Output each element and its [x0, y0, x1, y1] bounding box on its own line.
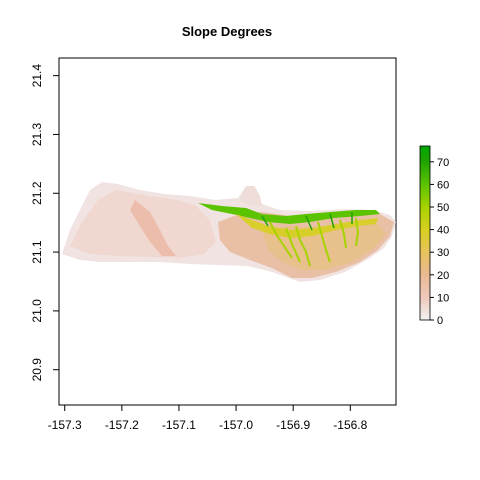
colorbar-tick-label: 30	[437, 247, 449, 259]
chart-title: Slope Degrees	[182, 24, 272, 39]
north-cliff-yellow	[236, 214, 378, 238]
colorbar-tick-label: 50	[437, 202, 449, 214]
x-tick-label: -157.2	[105, 418, 139, 432]
x-tick-label: -157.0	[219, 418, 253, 432]
y-tick-label: 21.4	[30, 64, 44, 88]
y-tick-label: 20.9	[30, 358, 44, 382]
colorbar-tick-label: 40	[437, 225, 449, 237]
west-ridge	[130, 200, 176, 256]
x-tick-label: -157.3	[48, 418, 82, 432]
colorbar	[419, 145, 431, 321]
north-cliff-band	[198, 203, 380, 224]
y-tick-label: 21.2	[30, 181, 44, 205]
x-axis: -157.3 -157.2 -157.1 -157.0 -156.9 -156.8	[48, 405, 368, 432]
colorbar-tick-label: 60	[437, 179, 449, 191]
gulch-lines-green	[261, 212, 353, 231]
north-peninsula	[240, 186, 262, 206]
colorbar-tick-label: 70	[437, 157, 449, 169]
colorbar-tick-label: 10	[437, 292, 449, 304]
colorbar-tick-label: 20	[437, 270, 449, 282]
x-tick-label: -156.8	[333, 418, 367, 432]
y-tick-label: 21.3	[30, 122, 44, 146]
gulch-lines	[269, 217, 360, 267]
y-axis: 20.9 21.0 21.1 21.2 21.3 21.4	[30, 64, 59, 382]
y-tick-label: 21.1	[30, 240, 44, 264]
x-tick-label: -157.1	[162, 418, 196, 432]
colorbar-legend: 0 10 20 30 40 50 60 70	[419, 145, 449, 327]
plot-frame	[58, 57, 397, 406]
colorbar-ticks: 0 10 20 30 40 50 60 70	[430, 157, 449, 327]
x-tick-label: -156.9	[276, 418, 310, 432]
island-map	[62, 182, 396, 282]
colorbar-tick-label: 0	[437, 315, 443, 327]
y-tick-label: 21.0	[30, 299, 44, 323]
